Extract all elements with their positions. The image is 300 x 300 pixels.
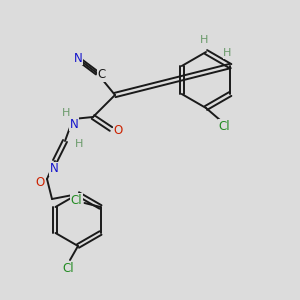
Text: N: N (74, 52, 82, 64)
Text: N: N (50, 163, 58, 176)
Text: H: H (62, 108, 70, 118)
Text: H: H (75, 139, 83, 149)
Text: C: C (98, 68, 106, 82)
Text: O: O (113, 124, 123, 137)
Text: H: H (200, 35, 208, 45)
Text: N: N (70, 118, 78, 130)
Text: Cl: Cl (218, 119, 230, 133)
Text: O: O (35, 176, 45, 188)
Text: Cl: Cl (71, 194, 82, 206)
Text: Cl: Cl (62, 262, 74, 275)
Text: H: H (223, 48, 231, 58)
